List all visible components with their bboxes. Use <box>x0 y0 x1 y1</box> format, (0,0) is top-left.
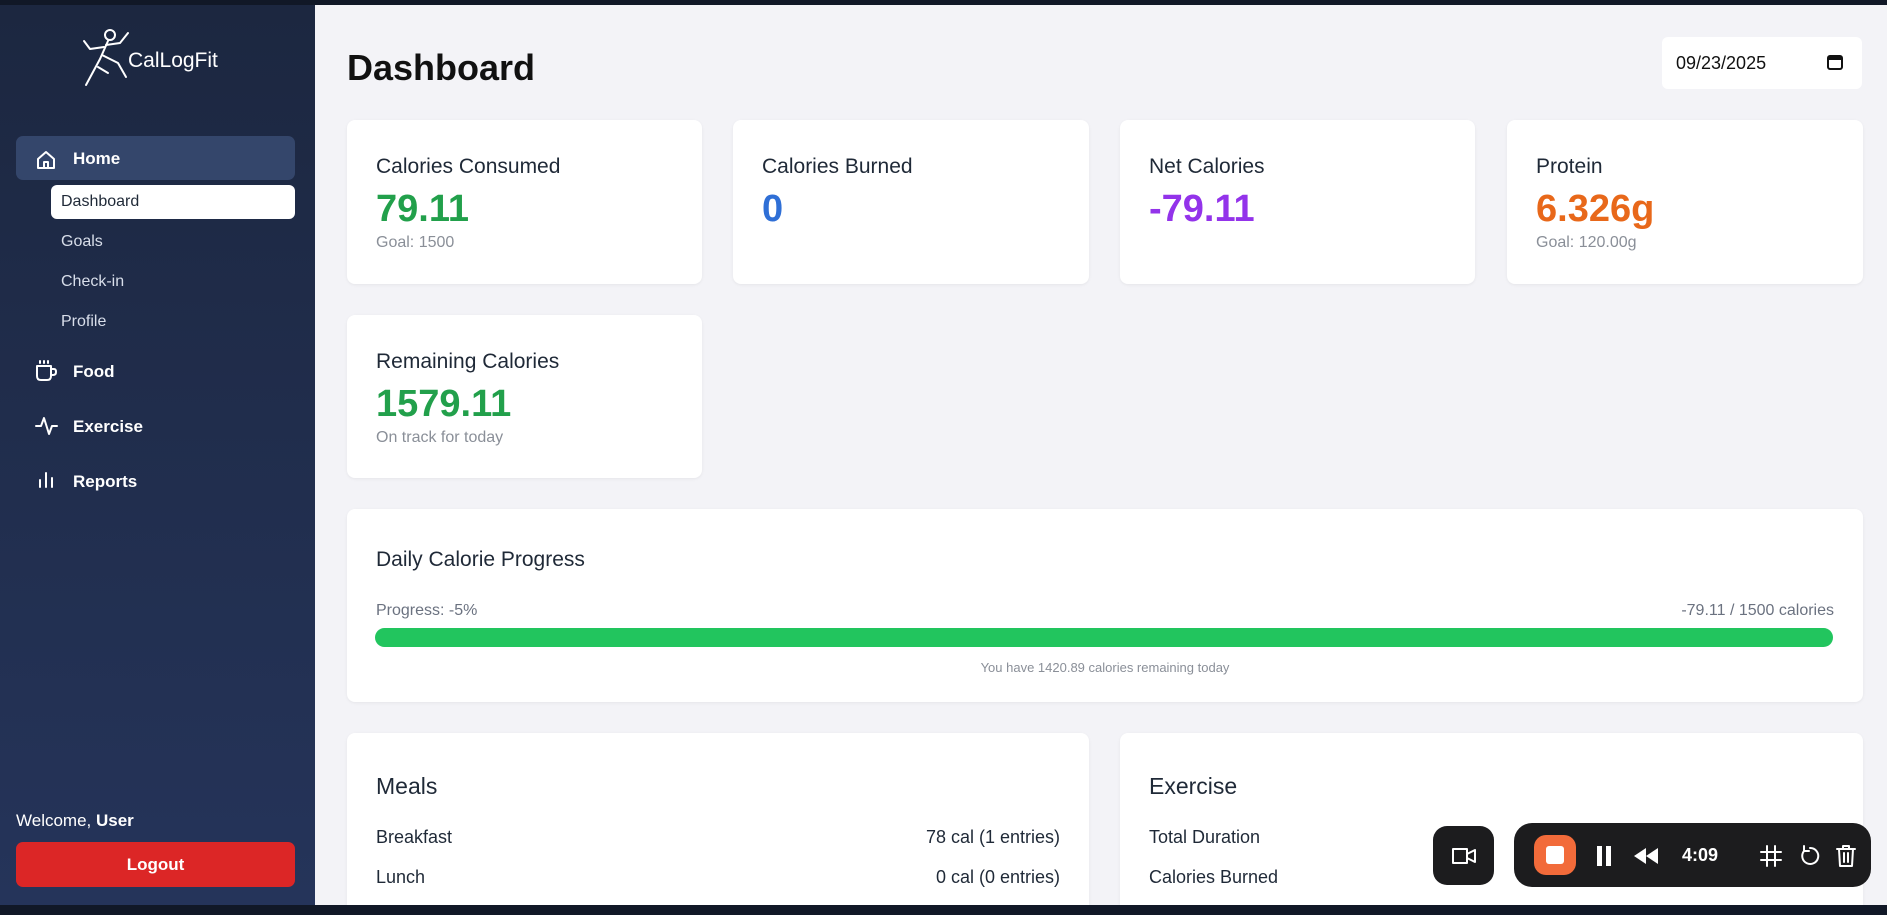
stop-button[interactable] <box>1534 835 1576 875</box>
stat-label: Calories Consumed <box>376 155 561 178</box>
exercise-title: Exercise <box>1149 773 1238 799</box>
meals-card: Meals Breakfast 78 cal (1 entries) Lunch… <box>347 733 1089 905</box>
page-title: Dashboard <box>347 47 536 88</box>
stat-card: Calories Burned 0 <box>733 120 1089 284</box>
logout-button[interactable]: Logout <box>16 842 295 887</box>
delete-button[interactable] <box>1836 844 1856 868</box>
stat-note: Goal: 1500 <box>376 234 455 251</box>
grid-button[interactable] <box>1760 845 1782 867</box>
recording-time: 4:09 <box>1682 845 1719 865</box>
brand: CalLogFit <box>128 49 218 72</box>
nav-home[interactable] <box>16 136 295 180</box>
sub-nav-label[interactable]: Goals <box>61 233 103 250</box>
home-icon <box>37 151 55 169</box>
sub-nav-label: Dashboard <box>61 193 140 210</box>
stat-card: Calories Consumed 79.11 Goal: 1500 <box>347 120 702 284</box>
user-name: User <box>96 811 134 830</box>
sub-nav-label[interactable]: Profile <box>61 313 107 330</box>
sidebar: CalLogFit Home Dashboard Goals Check-in … <box>0 5 315 905</box>
date-value: 09/23/2025 <box>1676 53 1767 73</box>
restart-button[interactable] <box>1799 845 1821 867</box>
exercise-row: Calories Burned <box>1149 867 1279 887</box>
stat-label: Net Calories <box>1149 155 1265 178</box>
recorder-bar: 4:09 <box>1514 823 1871 887</box>
nav-label[interactable]: Exercise <box>73 417 143 436</box>
calendar-icon <box>1827 55 1843 70</box>
meal-calories: 0 cal (0 entries) <box>935 867 1060 887</box>
stat-card: Protein 6.326g Goal: 120.00g <box>1507 120 1863 284</box>
stat-label: Protein <box>1536 155 1603 178</box>
meal-name: Lunch <box>376 867 426 887</box>
stat-card: Remaining Calories 1579.11 On track for … <box>347 315 702 478</box>
rewind-button[interactable] <box>1632 847 1660 865</box>
stat-label: Calories Burned <box>762 155 913 178</box>
stat-note: On track for today <box>376 429 504 446</box>
nav-label: Home <box>73 149 121 168</box>
welcome: Welcome, User <box>16 811 134 831</box>
camera-icon <box>1452 848 1476 864</box>
stat-note: Goal: 120.00g <box>1536 234 1637 251</box>
stat-card: Net Calories -79.11 <box>1120 120 1475 284</box>
progress-card: Daily Calorie Progress Progress: -5% -79… <box>347 509 1863 702</box>
meals-title: Meals <box>376 773 438 799</box>
logo-icon <box>83 29 129 86</box>
exercise-icon <box>35 417 58 435</box>
stat-value: 1579.11 <box>376 383 512 425</box>
stat-value: -79.11 <box>1149 188 1255 230</box>
date-input[interactable]: 09/23/2025 <box>1662 37 1862 89</box>
meal-calories: 78 cal (1 entries) <box>925 827 1060 847</box>
nav-dashboard[interactable] <box>51 185 295 219</box>
stat-label: Remaining Calories <box>376 350 560 373</box>
welcome-text: Welcome, <box>16 811 92 830</box>
exercise-row: Total Duration <box>1149 827 1261 847</box>
progress-note: You have 1420.89 calories remaining toda… <box>980 660 1230 675</box>
nav-label[interactable]: Food <box>73 362 115 381</box>
nav-label[interactable]: Reports <box>73 472 138 491</box>
food-icon <box>36 360 57 381</box>
stop-icon <box>1546 846 1564 864</box>
progress-left: Progress: -5% <box>376 602 478 619</box>
reports-icon <box>39 472 53 488</box>
progress-right: -79.11 / 1500 calories <box>1681 602 1834 619</box>
stat-value: 6.326g <box>1536 188 1655 230</box>
stat-value: 0 <box>762 188 784 230</box>
sub-nav-label[interactable]: Check-in <box>61 273 125 290</box>
meal-name: Breakfast <box>376 827 453 847</box>
progress-bar <box>375 628 1833 647</box>
pause-button[interactable] <box>1594 845 1614 867</box>
app: CalLogFit Home Dashboard Goals Check-in … <box>0 5 1887 905</box>
progress-title: Daily Calorie Progress <box>376 548 585 571</box>
stat-value: 79.11 <box>376 188 469 230</box>
camera-button[interactable] <box>1433 826 1494 885</box>
